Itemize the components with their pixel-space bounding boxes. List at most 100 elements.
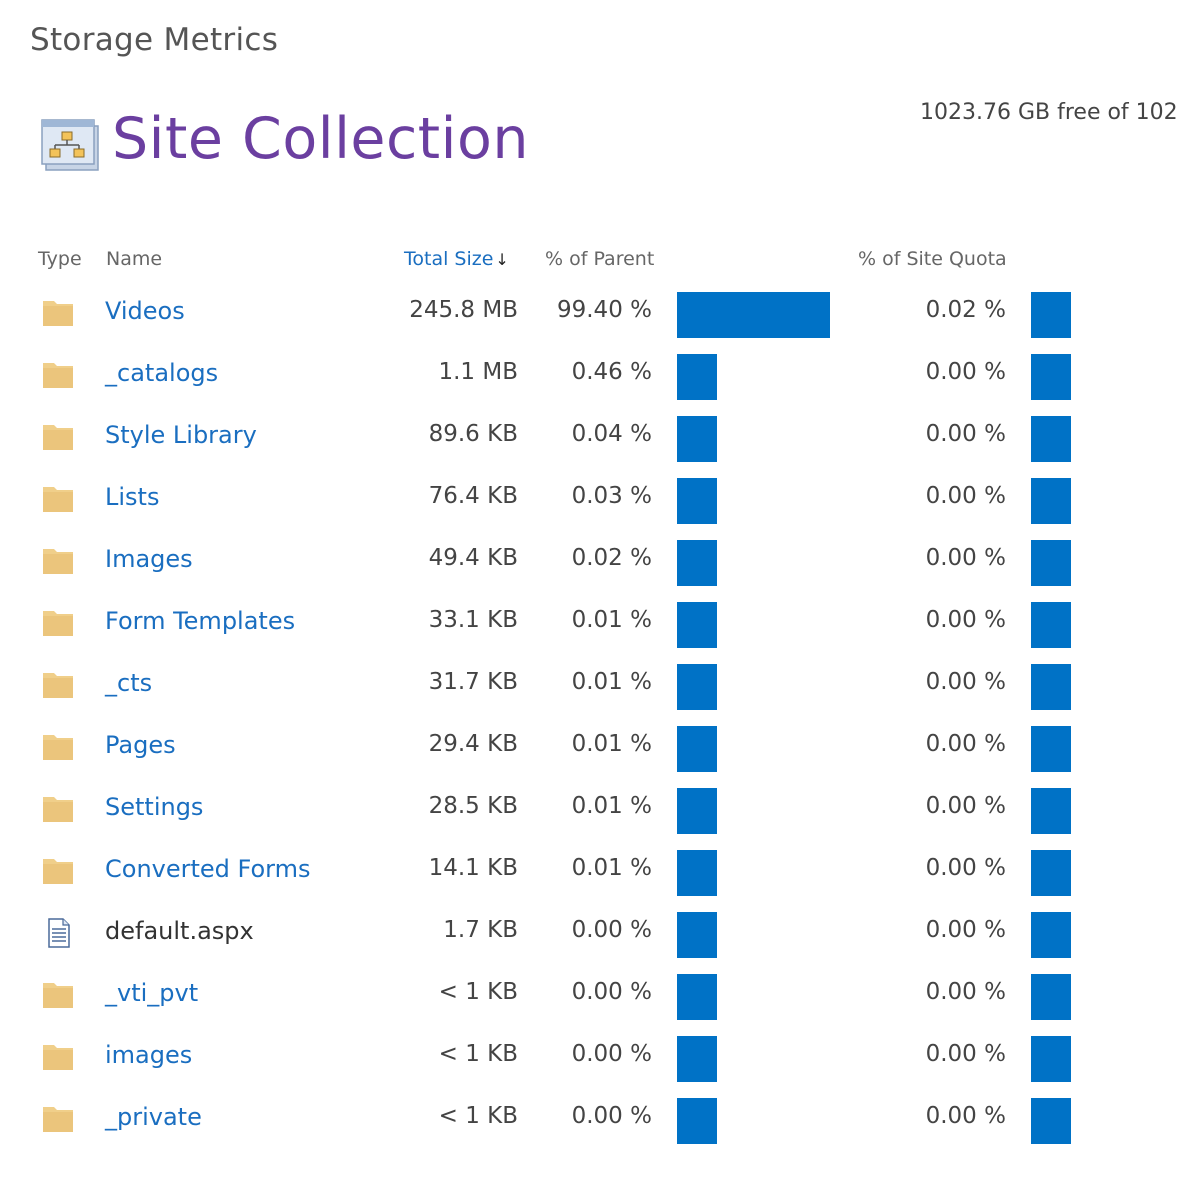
percent-of-parent-bar: [677, 664, 717, 710]
percent-of-site-quota-bar: [1031, 602, 1071, 648]
percent-of-parent-value: 0.01 %: [571, 793, 652, 819]
site-collection-icon: [41, 119, 99, 171]
item-name-link[interactable]: _private: [105, 1103, 202, 1131]
table-row: Converted Forms 14.1 KB 0.01 % 0.00 %: [0, 850, 1180, 912]
percent-of-site-quota-value: 0.00 %: [925, 1103, 1006, 1129]
percent-of-site-quota-value: 0.00 %: [925, 917, 1006, 943]
percent-of-parent-value: 0.04 %: [571, 421, 652, 447]
percent-of-site-quota-bar: [1031, 850, 1071, 896]
item-name-link[interactable]: Converted Forms: [105, 855, 311, 883]
total-size-value: 14.1 KB: [428, 855, 518, 881]
percent-of-site-quota-bar: [1031, 1098, 1071, 1144]
percent-of-parent-bar: [677, 292, 830, 338]
total-size-value: 33.1 KB: [428, 607, 518, 633]
percent-of-parent-value: 0.01 %: [571, 731, 652, 757]
percent-of-parent-value: 0.03 %: [571, 483, 652, 509]
percent-of-parent-bar: [677, 726, 717, 772]
file-icon: [42, 918, 74, 948]
percent-of-parent-value: 0.00 %: [571, 979, 652, 1005]
percent-of-site-quota-bar: [1031, 1036, 1071, 1082]
percent-of-parent-bar: [677, 416, 717, 462]
table-row: _vti_pvt < 1 KB 0.00 % 0.00 %: [0, 974, 1180, 1036]
percent-of-parent-value: 0.01 %: [571, 855, 652, 881]
total-size-value: 76.4 KB: [428, 483, 518, 509]
item-name-link[interactable]: _catalogs: [105, 359, 219, 387]
table-row: _catalogs 1.1 MB 0.46 % 0.00 %: [0, 354, 1180, 416]
folder-icon: [42, 360, 74, 390]
percent-of-site-quota-value: 0.00 %: [925, 1041, 1006, 1067]
table-row: _private < 1 KB 0.00 % 0.00 %: [0, 1098, 1180, 1160]
percent-of-parent-bar: [677, 478, 717, 524]
percent-of-site-quota-value: 0.00 %: [925, 545, 1006, 571]
percent-of-parent-bar: [677, 354, 717, 400]
percent-of-site-quota-value: 0.00 %: [925, 483, 1006, 509]
page-title: Storage Metrics: [30, 22, 279, 58]
percent-of-site-quota-bar: [1031, 292, 1071, 338]
folder-icon: [42, 298, 74, 328]
item-name-link[interactable]: Pages: [105, 731, 176, 759]
column-header-type: Type: [38, 248, 82, 270]
percent-of-parent-bar: [677, 540, 717, 586]
total-size-value: < 1 KB: [438, 1041, 518, 1067]
total-size-value: 29.4 KB: [428, 731, 518, 757]
percent-of-parent-value: 0.00 %: [571, 1041, 652, 1067]
folder-icon: [42, 794, 74, 824]
percent-of-parent-bar: [677, 1036, 717, 1082]
percent-of-parent-value: 0.00 %: [571, 917, 652, 943]
item-name-link[interactable]: images: [105, 1041, 193, 1069]
table-row: Videos 245.8 MB 99.40 % 0.02 %: [0, 292, 1180, 354]
percent-of-parent-value: 0.01 %: [571, 607, 652, 633]
free-space-text: 1023.76 GB free of 102: [920, 100, 1178, 125]
sort-descending-icon: ↓: [495, 250, 509, 269]
total-size-value: 49.4 KB: [428, 545, 518, 571]
percent-of-site-quota-bar: [1031, 354, 1071, 400]
table-row: Form Templates 33.1 KB 0.01 % 0.00 %: [0, 602, 1180, 664]
percent-of-parent-value: 0.01 %: [571, 669, 652, 695]
total-size-value: 28.5 KB: [428, 793, 518, 819]
folder-icon: [42, 856, 74, 886]
total-size-label: Total Size: [404, 248, 494, 270]
item-name-link[interactable]: Style Library: [105, 421, 257, 449]
percent-of-parent-bar: [677, 602, 717, 648]
folder-icon: [42, 1042, 74, 1072]
folder-icon: [42, 1104, 74, 1134]
percent-of-parent-bar: [677, 1098, 717, 1144]
total-size-value: < 1 KB: [438, 1103, 518, 1129]
site-collection-heading: Site Collection: [112, 106, 529, 172]
column-header-name[interactable]: Name: [106, 248, 163, 270]
percent-of-site-quota-bar: [1031, 974, 1071, 1020]
percent-of-site-quota-bar: [1031, 912, 1071, 958]
percent-of-site-quota-bar: [1031, 416, 1071, 462]
percent-of-site-quota-value: 0.00 %: [925, 421, 1006, 447]
item-name: default.aspx: [105, 917, 254, 945]
percent-of-site-quota-bar: [1031, 540, 1071, 586]
column-header-percent-of-parent: % of Parent: [545, 248, 655, 270]
total-size-value: 89.6 KB: [428, 421, 518, 447]
table-row: Pages 29.4 KB 0.01 % 0.00 %: [0, 726, 1180, 788]
item-name-link[interactable]: Lists: [105, 483, 160, 511]
table-row: Settings 28.5 KB 0.01 % 0.00 %: [0, 788, 1180, 850]
percent-of-parent-bar: [677, 974, 717, 1020]
total-size-value: < 1 KB: [438, 979, 518, 1005]
total-size-value: 245.8 MB: [409, 297, 518, 323]
item-name-link[interactable]: _cts: [105, 669, 153, 697]
folder-icon: [42, 422, 74, 452]
item-name-link[interactable]: Settings: [105, 793, 204, 821]
folder-icon: [42, 546, 74, 576]
percent-of-parent-value: 0.46 %: [571, 359, 652, 385]
percent-of-parent-bar: [677, 912, 717, 958]
column-header-total-size[interactable]: Total Size ↓: [404, 248, 509, 270]
percent-of-parent-value: 0.02 %: [571, 545, 652, 571]
item-name-link[interactable]: Form Templates: [105, 607, 296, 635]
folder-icon: [42, 980, 74, 1010]
table-row: default.aspx 1.7 KB 0.00 % 0.00 %: [0, 912, 1180, 974]
item-name-link[interactable]: _vti_pvt: [105, 979, 199, 1007]
percent-of-site-quota-value: 0.00 %: [925, 979, 1006, 1005]
percent-of-site-quota-value: 0.02 %: [925, 297, 1006, 323]
percent-of-site-quota-value: 0.00 %: [925, 731, 1006, 757]
percent-of-site-quota-value: 0.00 %: [925, 669, 1006, 695]
total-size-value: 1.1 MB: [438, 359, 518, 385]
item-name-link[interactable]: Videos: [105, 297, 185, 325]
percent-of-site-quota-bar: [1031, 726, 1071, 772]
item-name-link[interactable]: Images: [105, 545, 193, 573]
